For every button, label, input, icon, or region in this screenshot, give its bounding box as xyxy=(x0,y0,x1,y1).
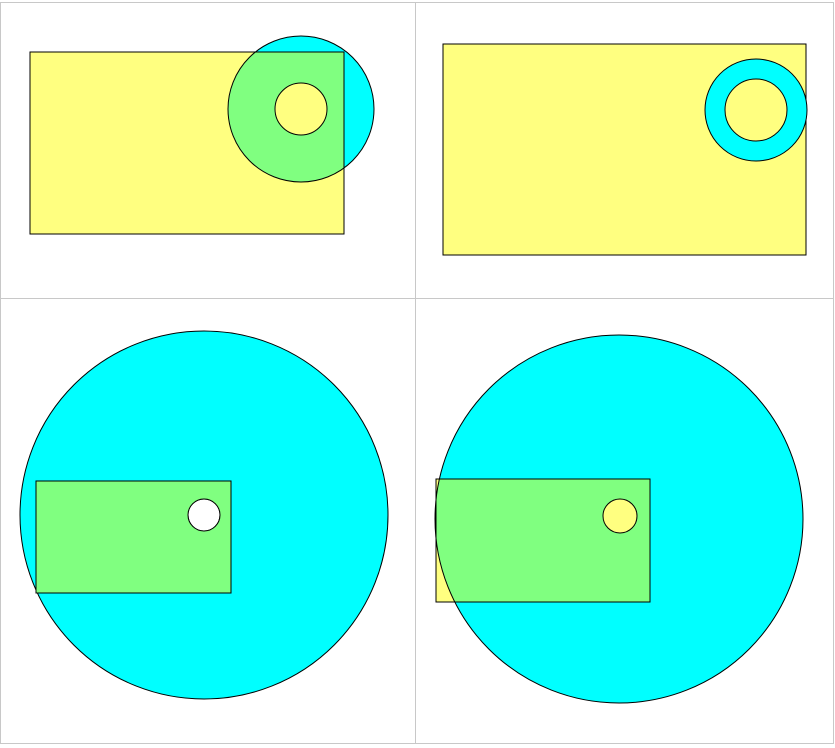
panel-bottom-right xyxy=(434,334,804,704)
rectangle-overlap-region xyxy=(35,480,232,594)
panel-top-right xyxy=(442,43,808,256)
ring-shape xyxy=(704,58,808,162)
ring-outer-outline xyxy=(227,35,375,183)
overlap-region xyxy=(228,52,344,182)
large-circle-shape xyxy=(435,335,803,703)
hole-outline xyxy=(602,498,638,534)
rectangle-outline xyxy=(435,478,651,603)
rectangle-edge xyxy=(228,51,345,234)
grid-line-bottom xyxy=(0,743,834,744)
grid-line-right xyxy=(833,2,834,744)
grid-line-top xyxy=(0,2,834,3)
large-circle-outline xyxy=(434,334,804,704)
overlap-region xyxy=(436,479,650,602)
grid-line-middle xyxy=(0,298,834,299)
grid-line-center xyxy=(415,2,416,744)
grid-line-left xyxy=(0,2,1,744)
ring-hole-outline xyxy=(274,82,328,136)
panel-bottom-left xyxy=(19,330,389,700)
panel-top-left xyxy=(29,35,375,235)
